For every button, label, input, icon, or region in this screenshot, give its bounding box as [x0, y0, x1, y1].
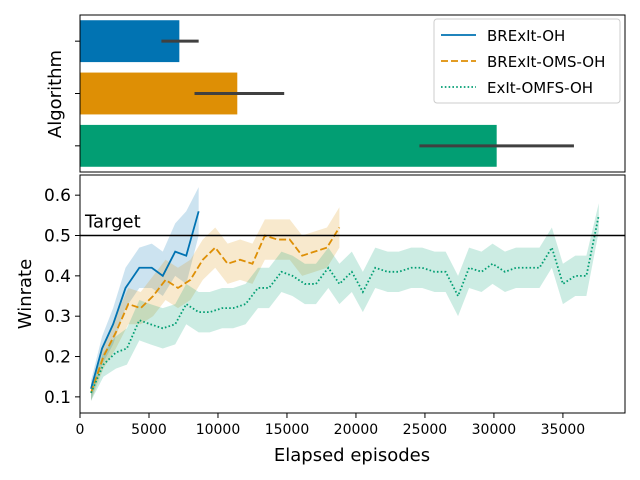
- error-bars: [161, 39, 574, 148]
- legend-label-3: ExIt-OMFS-OH: [487, 79, 593, 97]
- x-tick-label: 0: [76, 422, 85, 438]
- legend: BRExIt-OH BRExIt-OMS-OH ExIt-OMFS-OH: [433, 18, 621, 104]
- bar-chart-frame: [79, 14, 626, 173]
- x-tick-label: 5000: [131, 422, 167, 438]
- band-series-1: [91, 187, 199, 401]
- x-tick-label: 25000: [403, 422, 448, 438]
- target-label: Target: [84, 212, 141, 233]
- line-series-1: [90, 211, 200, 390]
- line-chart-frame: [79, 174, 626, 414]
- legend-items: BRExIt-OH BRExIt-OMS-OH ExIt-OMFS-OH: [441, 27, 605, 97]
- y-tick-label: 0.1: [44, 388, 71, 408]
- y-tick-label: 0.5: [44, 227, 71, 247]
- line-series-2: [90, 226, 341, 394]
- y-axis-ticks: 0.1 0.2 0.3 0.4 0.5 0.6: [44, 186, 80, 408]
- x-tick-label: 10000: [196, 422, 241, 438]
- series-lines: [90, 211, 600, 394]
- confidence-bands: [91, 187, 599, 401]
- x-tick-label: 30000: [472, 422, 517, 438]
- y-tick-label: 0.4: [44, 267, 71, 287]
- band-series-3: [91, 203, 599, 401]
- band-series-2: [91, 207, 340, 401]
- y-tick-label: 0.6: [44, 186, 71, 206]
- y-tick-label: 0.2: [44, 348, 71, 368]
- line-chart-plot-area: [80, 175, 625, 413]
- line-chart-panel: Target 0 5000 10000 15000 20000 25000 30000 350…: [15, 174, 626, 466]
- legend-label-1: BRExIt-OH: [487, 27, 565, 45]
- x-tick-label: 35000: [541, 422, 586, 438]
- x-axis-label: Elapsed episodes: [274, 445, 430, 466]
- x-tick-label: 20000: [334, 422, 379, 438]
- legend-label-2: BRExIt-OMS-OH: [487, 53, 605, 71]
- bar-chart-y-axis-label: Algorithm: [45, 50, 66, 138]
- bar-chart-y-ticks: [75, 40, 80, 147]
- legend-box: [433, 18, 621, 104]
- y-tick-label: 0.3: [44, 307, 71, 327]
- x-tick-label: 15000: [265, 422, 310, 438]
- x-axis-ticks: 0 5000 10000 15000 20000 25000 30000 35000: [76, 413, 586, 438]
- y-axis-label: Winrate: [15, 259, 36, 329]
